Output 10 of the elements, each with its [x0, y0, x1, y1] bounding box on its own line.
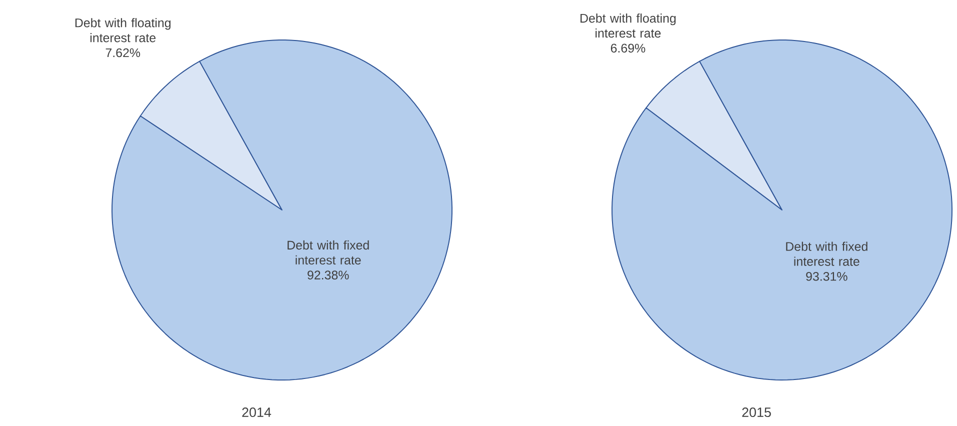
- slice-label: Debt with fixed interest rate: [288, 240, 369, 265]
- slice-label: Debt with floating interest rate: [580, 14, 676, 38]
- data-label: 93.31%: [806, 272, 848, 281]
- data-label: 92.38%: [308, 270, 349, 280]
- text: 2015: [742, 408, 771, 418]
- slice-label: Debt with fixed interest rate: [786, 242, 868, 266]
- data-label: 7.62%: [106, 48, 140, 58]
- text: 2014: [242, 408, 272, 418]
- data-label: 6.69%: [610, 44, 646, 53]
- slice-label: Debt with floating interest rate: [75, 18, 170, 42]
